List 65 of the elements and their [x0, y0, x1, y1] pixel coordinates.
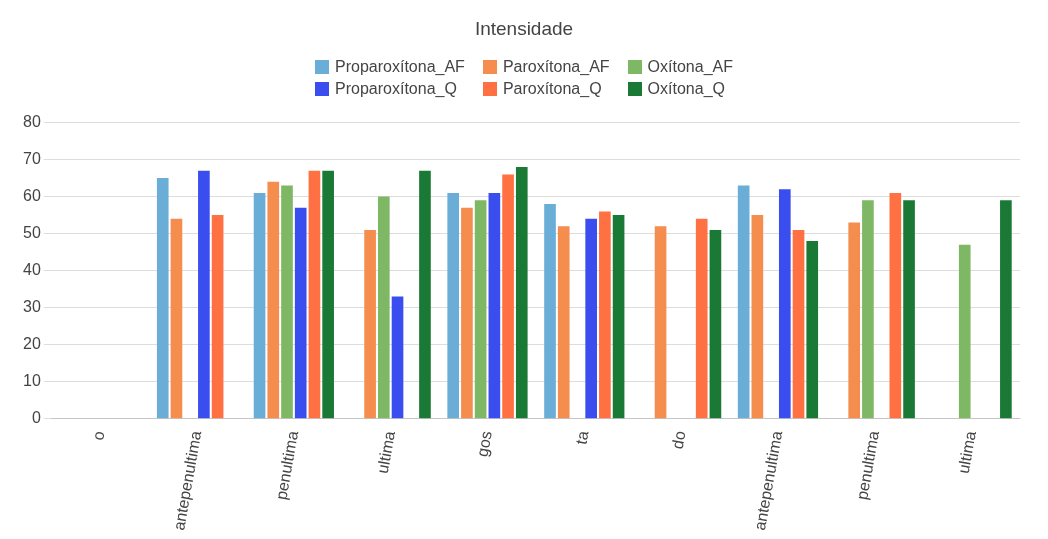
bar: [391, 296, 404, 419]
x-tick-label: antepenultima: [751, 429, 786, 532]
bar: [281, 185, 293, 419]
x-tick-label: do: [668, 429, 689, 451]
bar: [156, 178, 169, 419]
y-tick-label: 60: [23, 187, 41, 205]
bar: [848, 222, 861, 419]
bar: [267, 181, 280, 419]
x-tick-label: ta: [572, 429, 592, 446]
bar: [198, 170, 210, 419]
bar: [557, 226, 570, 419]
bar: [308, 170, 321, 419]
y-tick-label: 0: [31, 409, 41, 427]
x-tick-label: o: [89, 429, 108, 442]
bar: [170, 218, 183, 419]
bar: [889, 192, 902, 419]
bar: [903, 200, 915, 419]
bar: [447, 192, 460, 419]
bar: [544, 204, 556, 419]
bar: [253, 192, 266, 419]
bar: [806, 241, 819, 419]
bar: [364, 229, 376, 419]
legend-label: Paroxítona_Q: [502, 80, 602, 98]
bar: [1000, 200, 1012, 419]
bar: [419, 170, 431, 419]
bar: [958, 244, 971, 419]
y-tick-label: 40: [23, 261, 41, 279]
legend-label: Oxítona_AF: [647, 58, 733, 76]
x-tick-label: ultima: [373, 429, 398, 475]
bar: [599, 211, 611, 419]
x-tick-label: ultima: [954, 429, 979, 475]
bar: [474, 200, 487, 419]
x-tick-label: antepenultima: [170, 429, 205, 532]
bar: [211, 215, 224, 419]
bar: [461, 207, 473, 419]
bar: [377, 196, 390, 419]
y-tick-label: 50: [23, 224, 41, 242]
legend-label: Oxítona_Q: [647, 80, 725, 98]
x-tick-label: gos: [473, 429, 495, 459]
y-tick-label: 20: [23, 335, 41, 353]
x-tick-label: penultima: [853, 429, 883, 501]
bar: [778, 189, 791, 419]
bar: [695, 218, 708, 419]
bar: [709, 229, 722, 419]
bar: [862, 200, 874, 419]
bar: [515, 167, 528, 419]
bar: [322, 170, 334, 419]
x-tick-label: penultima: [272, 429, 302, 501]
bar: [585, 218, 597, 419]
bar: [654, 226, 667, 419]
bar: [612, 215, 625, 419]
legend-label: Paroxítona_AF: [502, 58, 610, 76]
legend-label: Proparoxítona_AF: [335, 58, 465, 76]
bar: [294, 207, 307, 419]
bar: [751, 215, 764, 419]
bar: [488, 192, 501, 419]
y-tick-label: 70: [23, 150, 41, 168]
bar: [737, 185, 750, 419]
y-tick-label: 30: [23, 298, 41, 316]
bar: [502, 174, 514, 419]
chart-title: Intensidade: [473, 18, 575, 40]
y-tick-label: 80: [23, 113, 41, 131]
legend-label: Proparoxítona_Q: [335, 80, 457, 98]
y-tick-label: 10: [23, 372, 41, 390]
bar: [792, 229, 805, 419]
